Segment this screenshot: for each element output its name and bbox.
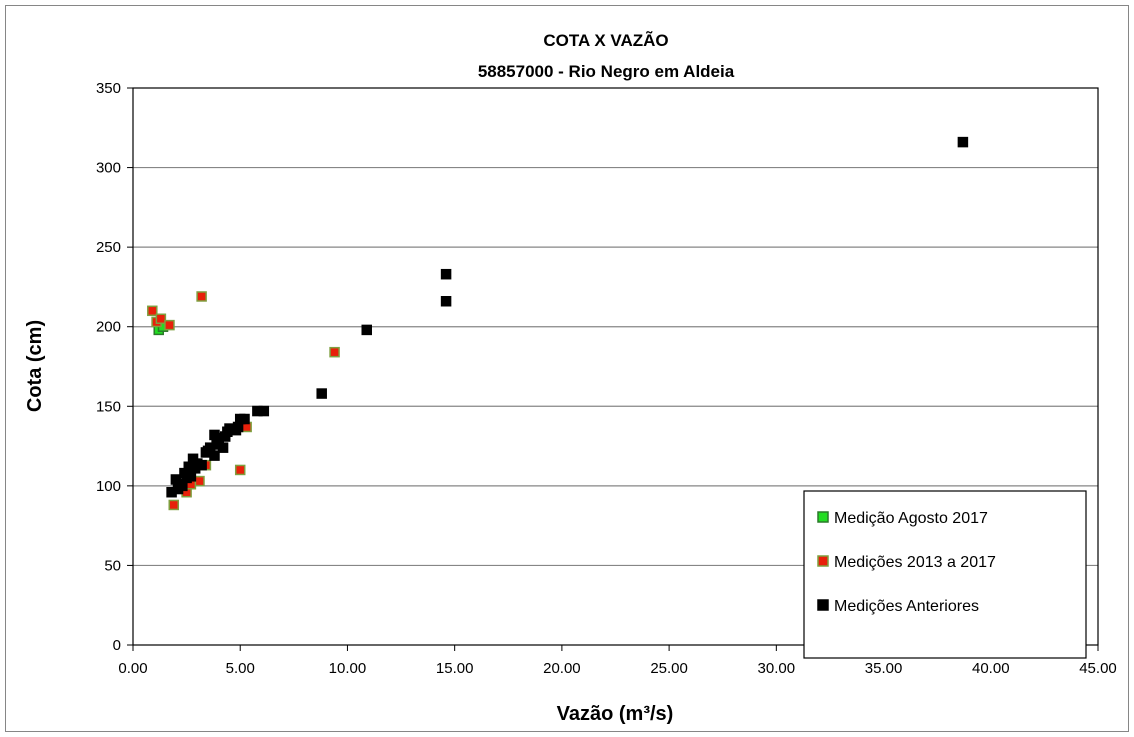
data-point <box>168 499 179 511</box>
y-tick-label: 0 <box>113 637 121 654</box>
data-points <box>147 136 969 511</box>
legend-box <box>803 490 1087 659</box>
chart-title: COTA X VAZÃO <box>543 30 668 50</box>
data-point <box>361 324 372 336</box>
x-tick-label: 25.00 <box>650 660 688 677</box>
y-tick-label: 250 <box>96 239 121 256</box>
data-point <box>164 319 175 331</box>
data-point <box>155 313 167 325</box>
legend-marker <box>817 599 829 611</box>
data-point <box>329 346 340 358</box>
x-tick-label: 10.00 <box>329 660 367 677</box>
data-point <box>194 475 205 487</box>
legend-label: Medições Anteriores <box>834 598 979 615</box>
x-tick-label: 45.00 <box>1079 660 1117 677</box>
data-point <box>217 442 229 453</box>
x-axis-ticks: 0.00 5.00 10.00 15.00 20.00 25.00 30.00 35.00 40… <box>118 645 1117 677</box>
y-tick-label: 100 <box>96 478 121 495</box>
y-axis-title: Cota (cm) <box>24 320 46 412</box>
data-point <box>234 464 246 476</box>
x-tick-label: 20.00 <box>543 660 581 677</box>
y-tick-label: 50 <box>104 557 121 574</box>
data-point <box>957 136 969 148</box>
y-tick-label: 300 <box>96 160 121 177</box>
y-axis-ticks: 0 50 100 150 200 250 300 350 <box>96 80 133 654</box>
legend: Medição Agosto 2017 Medições 2013 a 2017 M… <box>803 490 1087 659</box>
data-point <box>196 291 207 302</box>
data-point <box>316 388 327 399</box>
legend-marker <box>817 511 829 523</box>
data-point <box>440 268 452 280</box>
x-tick-label: 35.00 <box>865 660 903 677</box>
x-axis-title: Vazão (m³/s) <box>557 703 674 725</box>
y-tick-label: 350 <box>96 80 121 97</box>
y-tick-label: 200 <box>96 319 121 336</box>
data-point <box>239 413 250 425</box>
x-tick-label: 30.00 <box>758 660 796 677</box>
x-tick-label: 0.00 <box>118 660 147 677</box>
legend-label: Medição Agosto 2017 <box>834 510 988 527</box>
legend-label: Medições 2013 a 2017 <box>834 554 996 571</box>
data-point <box>147 305 158 317</box>
x-tick-label: 40.00 <box>972 660 1010 677</box>
series-medi-es-anteriores <box>166 136 969 498</box>
data-point <box>209 450 220 461</box>
data-point <box>440 296 452 307</box>
data-point <box>258 405 270 417</box>
plot-area-border <box>132 87 1099 646</box>
x-tick-label: 15.00 <box>436 660 474 677</box>
legend-marker <box>817 555 829 567</box>
x-tick-label: 5.00 <box>226 660 255 677</box>
chart-subtitle: 58857000 - Rio Negro em Aldeia <box>478 62 735 81</box>
data-point <box>196 459 207 471</box>
y-tick-label: 150 <box>96 398 121 415</box>
